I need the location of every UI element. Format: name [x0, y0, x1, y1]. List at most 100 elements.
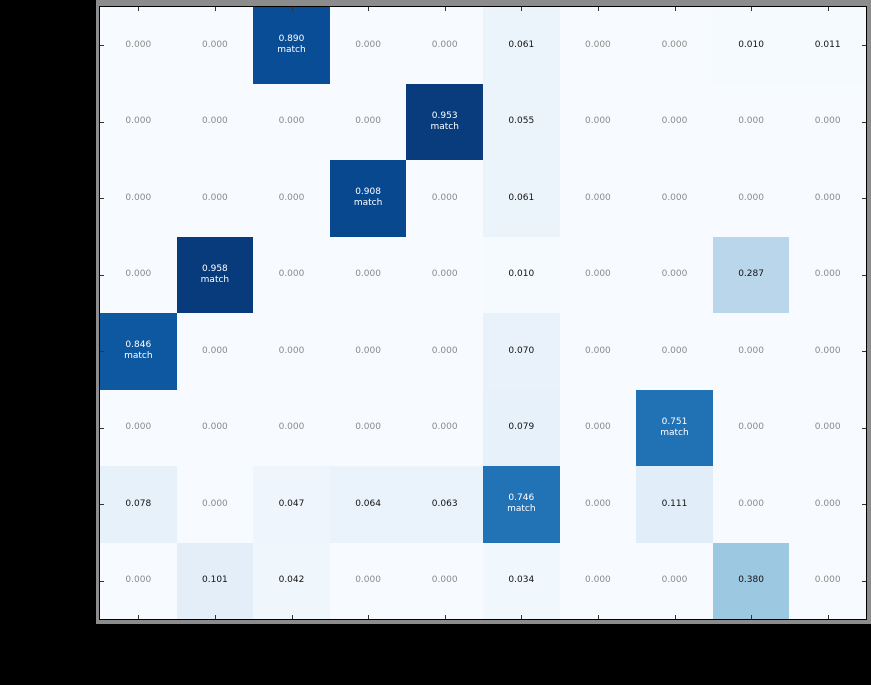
- heatmap-cell: 0.000: [176, 83, 254, 160]
- heatmap-cell: 0.079: [483, 389, 560, 466]
- heatmap-cell: 0.000: [406, 7, 483, 84]
- y-tick: [100, 504, 104, 506]
- cell-value: 0.047: [278, 498, 305, 509]
- cell-value: 0.042: [278, 575, 305, 586]
- cell-value: 0.000: [585, 422, 611, 433]
- heatmap-cell: 0.000: [406, 236, 483, 313]
- y-tick: [100, 45, 104, 47]
- heatmap-cell: 0.908 match: [329, 160, 407, 237]
- heatmap-cell: 0.000: [559, 466, 637, 543]
- cell-value: 0.000: [125, 422, 152, 433]
- cell-value: 0.000: [202, 345, 228, 356]
- heatmap-cell: 0.101: [176, 542, 254, 619]
- y-tick: [100, 351, 104, 353]
- y-tick: [100, 427, 104, 429]
- heatmap-cell: 0.070: [483, 313, 560, 390]
- heatmap-cell: 0.000: [253, 389, 330, 466]
- heatmap-cell: 0.061: [483, 7, 560, 84]
- cell-value: 0.751: [661, 416, 688, 427]
- heatmap-cell: 0.000: [559, 542, 637, 619]
- cell-value: 0.000: [355, 575, 381, 586]
- heatmap-cell: 0.000: [406, 389, 483, 466]
- cell-value: 0.000: [355, 345, 381, 356]
- cell-value: 0.000: [814, 345, 841, 356]
- heatmap-cell: 0.000: [559, 389, 637, 466]
- cell-value: 0.000: [355, 422, 381, 433]
- x-tick: [138, 615, 140, 619]
- heatmap-cell: 0.034: [483, 542, 560, 619]
- cell-value: 0.000: [814, 422, 841, 433]
- cell-value: 0.000: [585, 575, 611, 586]
- heatmap-cell: 0.000: [712, 313, 790, 390]
- heatmap-cell: 0.000: [789, 160, 866, 237]
- heatmap-cell: 0.000: [176, 466, 254, 543]
- cell-value: 0.000: [738, 422, 764, 433]
- cell-value: 0.000: [661, 269, 688, 280]
- cell-value: 0.000: [125, 575, 152, 586]
- cell-value: 0.061: [508, 192, 535, 203]
- heatmap-cell: 0.000: [100, 160, 177, 237]
- match-label: match: [660, 427, 689, 438]
- cell-value: 0.011: [814, 39, 841, 50]
- heatmap-cell: 0.287: [712, 236, 790, 313]
- cell-value: 0.000: [585, 345, 611, 356]
- cell-value: 0.000: [202, 192, 228, 203]
- heatmap-cell: 0.000: [559, 236, 637, 313]
- heatmap-cell: 0.000: [100, 389, 177, 466]
- cell-value: 0.000: [125, 192, 152, 203]
- heatmap-cell: 0.000: [176, 389, 254, 466]
- heatmap-plot: 0.000 0.000 0.890 match 0.000 0.000 0.061 0.000…: [99, 6, 867, 620]
- cell-value: 0.000: [661, 39, 688, 50]
- heatmap-cell: 0.953 match: [406, 83, 483, 160]
- cell-value: 0.064: [355, 498, 381, 509]
- cell-value: 0.010: [738, 39, 764, 50]
- heatmap-cell: 0.000: [176, 313, 254, 390]
- heatmap-grid: 0.000 0.000 0.890 match 0.000 0.000 0.061 0.000…: [100, 7, 866, 619]
- cell-value: 0.000: [431, 269, 458, 280]
- heatmap-cell: 0.000: [559, 160, 637, 237]
- cell-value: 0.000: [585, 498, 611, 509]
- cell-value: 0.000: [585, 192, 611, 203]
- cell-value: 0.000: [431, 39, 458, 50]
- cell-value: 0.000: [202, 498, 228, 509]
- y-tick: [100, 198, 104, 200]
- cell-value: 0.000: [585, 269, 611, 280]
- x-tick: [751, 615, 753, 619]
- cell-value: 0.034: [508, 575, 535, 586]
- heatmap-cell: 0.000: [253, 313, 330, 390]
- cell-value: 0.000: [431, 422, 458, 433]
- heatmap-cell: 0.000: [789, 313, 866, 390]
- heatmap-cell: 0.000: [100, 542, 177, 619]
- x-tick: [291, 615, 293, 619]
- cell-value: 0.000: [278, 422, 305, 433]
- cell-value: 0.000: [278, 192, 305, 203]
- x-tick: [444, 7, 446, 11]
- heatmap-cell: 0.061: [483, 160, 560, 237]
- cell-value: 0.000: [738, 345, 764, 356]
- match-label: match: [353, 198, 383, 209]
- y-tick: [100, 580, 104, 582]
- cell-value: 0.010: [508, 269, 535, 280]
- heatmap-cell: 0.000: [329, 542, 407, 619]
- heatmap-cell: 0.111: [636, 466, 713, 543]
- heatmap-cell: 0.000: [559, 7, 637, 84]
- cell-value: 0.000: [814, 192, 841, 203]
- cell-value: 0.000: [125, 39, 152, 50]
- x-tick: [214, 7, 216, 11]
- heatmap-cell: 0.000: [100, 236, 177, 313]
- heatmap-cell: 0.000: [253, 83, 330, 160]
- cell-value: 0.000: [355, 269, 381, 280]
- cell-value: 0.055: [508, 116, 535, 127]
- cell-value: 0.061: [508, 39, 535, 50]
- cell-value: 0.070: [508, 345, 535, 356]
- heatmap-cell: 0.000: [712, 466, 790, 543]
- heatmap-cell: 0.746 match: [483, 466, 560, 543]
- x-tick: [674, 7, 676, 11]
- heatmap-cell: 0.000: [329, 7, 407, 84]
- cell-value: 0.000: [585, 39, 611, 50]
- y-tick: [862, 427, 866, 429]
- heatmap-cell: 0.000: [789, 466, 866, 543]
- y-tick: [862, 121, 866, 123]
- cell-value: 0.063: [431, 498, 458, 509]
- heatmap-cell: 0.000: [636, 542, 713, 619]
